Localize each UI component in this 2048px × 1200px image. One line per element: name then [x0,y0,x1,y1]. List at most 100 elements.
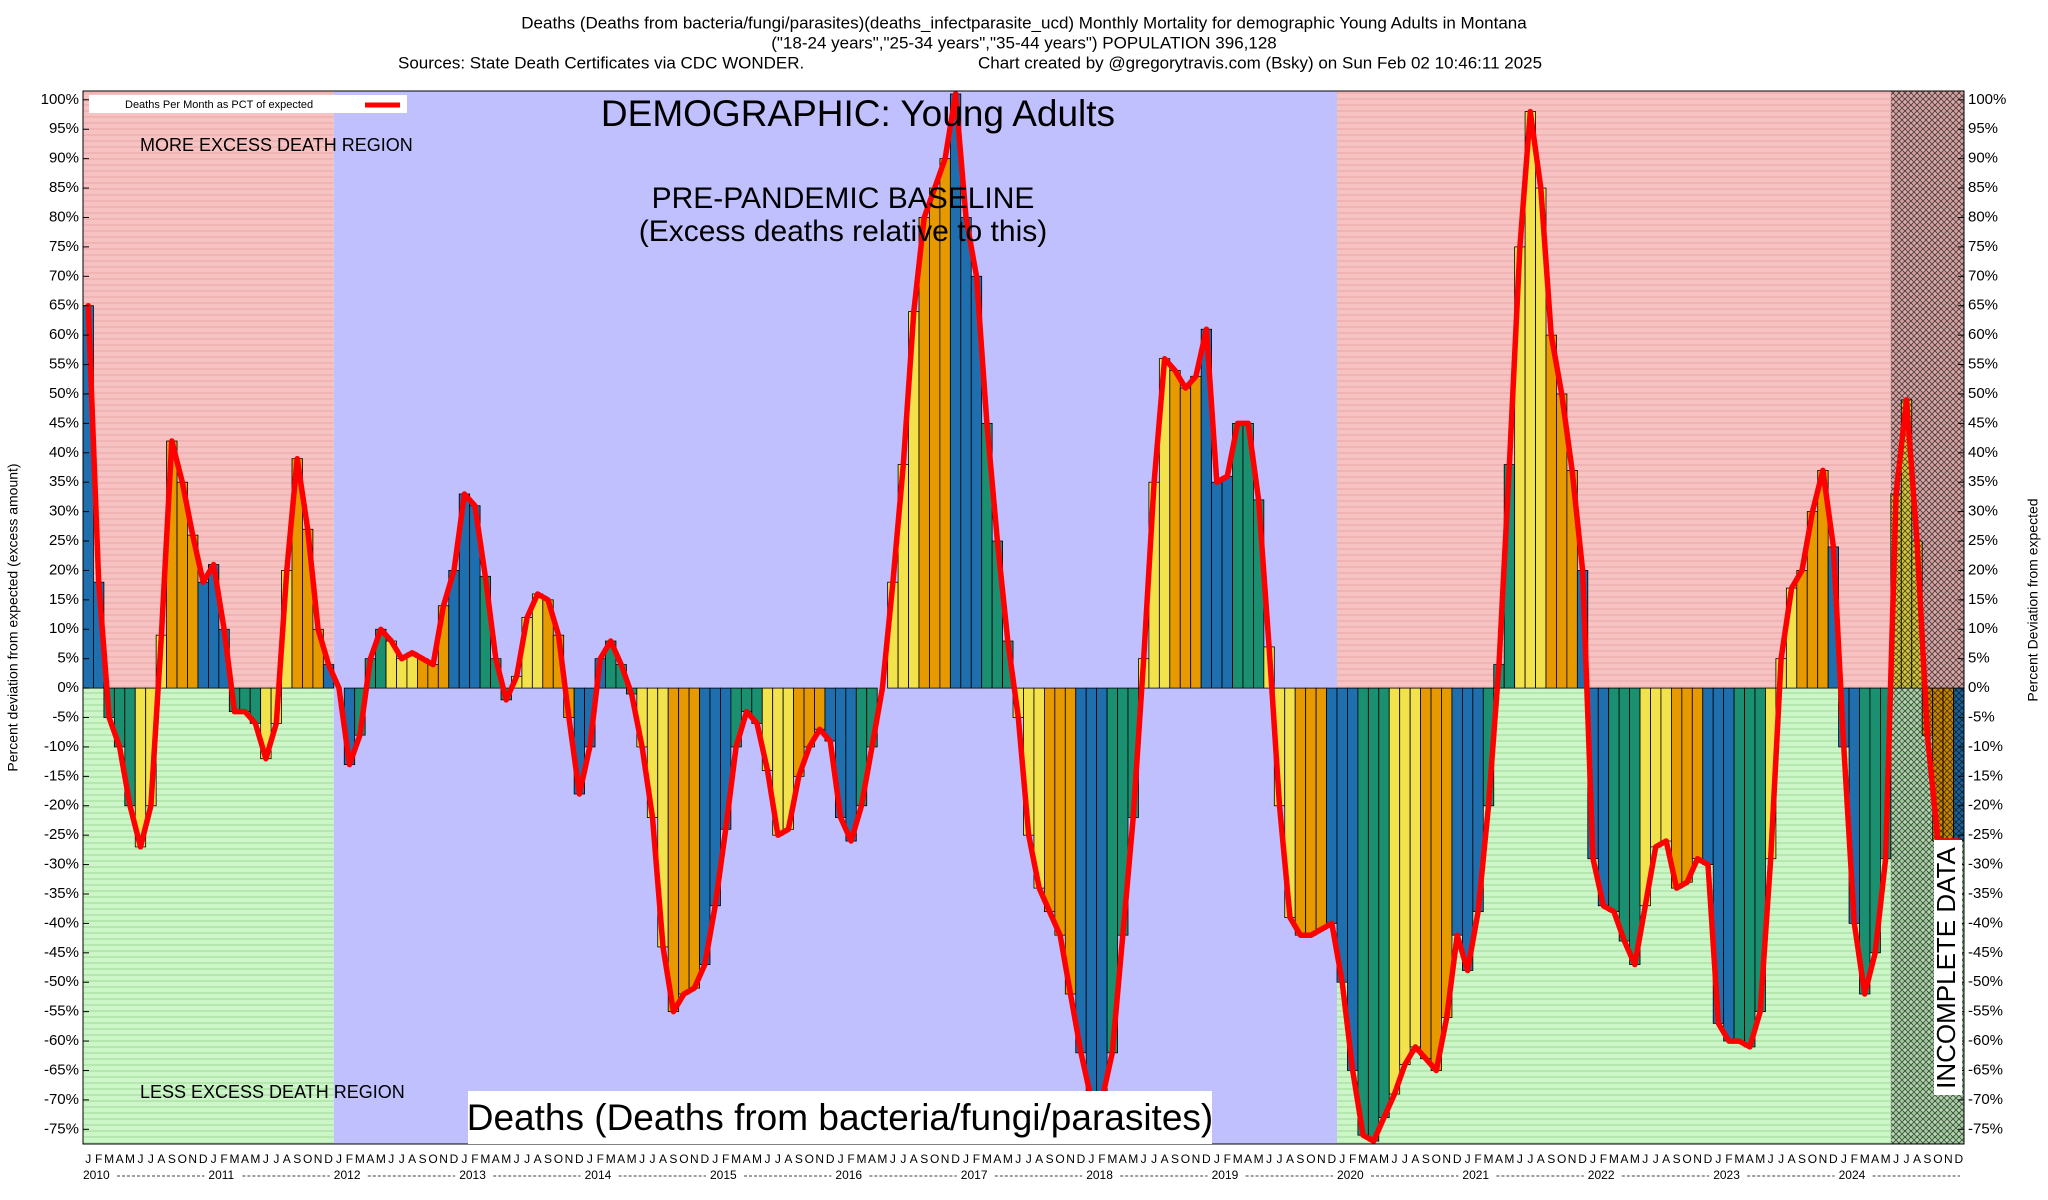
more-region-label: MORE EXCESS DEATH REGION [140,135,413,155]
x-tick-label: S [1296,1152,1304,1166]
y2-tick-label: 70% [1968,267,1998,284]
y-tick-label: -30% [44,856,79,873]
x-tick-label: A [492,1152,500,1166]
bar [1796,570,1808,689]
credit: Chart created by @gregorytravis.com (Bsk… [978,53,1542,72]
y-tick-label: -25% [44,826,79,843]
y-tick-label: 90% [49,150,79,167]
x-tick-label: J [775,1152,781,1166]
y-tick-label: -20% [44,797,79,814]
x-tick-label: N [1192,1152,1201,1166]
y-tick-label: 35% [49,473,79,490]
bar [740,687,753,713]
legend-label: Deaths Per Month as PCT of expected [125,99,313,111]
year-label: 2014 [585,1168,612,1182]
x-tick-label: M [1254,1152,1264,1166]
x-tick-label: M [501,1152,511,1166]
x-tick-label: A [408,1152,416,1166]
y2-tick-label: 20% [1968,561,1998,578]
x-tick-label: M [1630,1152,1640,1166]
x-tick-label: D [826,1152,835,1166]
x-tick-label: N [1819,1152,1828,1166]
y-tick-label: -5% [52,708,79,725]
x-tick-label: J [587,1152,593,1166]
bar [1326,687,1338,924]
x-tick-label: O [1181,1152,1190,1166]
y2-tick-label: -50% [1968,973,2003,990]
year-label: 2018 [1086,1168,1113,1182]
bar [1044,687,1056,913]
bar [427,664,439,689]
x-tick-label: M [752,1152,762,1166]
x-tick-label: N [690,1152,699,1166]
x-tick-label: M [1379,1152,1389,1166]
x-tick-label: S [293,1152,301,1166]
x-tick-label: A [1620,1152,1628,1166]
bar [1430,687,1442,1071]
y2-tick-label: -10% [1968,738,2003,755]
x-tick-label: O [303,1152,312,1166]
year-label: 2011 [208,1168,234,1182]
bar [845,687,857,842]
x-tick-label: A [743,1152,751,1166]
x-tick-label: F [1349,1152,1356,1166]
x-tick-label: S [920,1152,928,1166]
y2-tick-label: -65% [1968,1061,2003,1078]
y2-tick-label: 40% [1968,444,1998,461]
x-tick-label: M [1755,1152,1765,1166]
x-tick-label: A [157,1152,165,1166]
x-tick-label: S [1046,1152,1054,1166]
bar [1859,687,1871,995]
y2-tick-label: -20% [1968,797,2003,814]
y-tick-label: 80% [49,208,79,225]
x-tick-label: O [428,1152,437,1166]
bar [1733,687,1745,1042]
y-tick-label: 20% [49,561,79,578]
year-label: 2010 [83,1168,110,1182]
x-tick-label: M [606,1152,616,1166]
x-tick-label: J [336,1152,342,1166]
x-tick-label: J [524,1152,530,1166]
x-tick-label: D [324,1152,333,1166]
x-tick-label: O [1557,1152,1566,1166]
x-tick-label: J [838,1152,844,1166]
y2-tick-label: -55% [1968,1003,2003,1020]
x-tick-label: F [346,1152,353,1166]
x-tick-label: M [480,1152,490,1166]
x-tick-label: N [1442,1152,1451,1166]
y2-tick-label: 5% [1968,650,1990,667]
year-label: 2023 [1713,1168,1740,1182]
y-tick-label: 65% [49,297,79,314]
year-label: 2015 [710,1168,737,1182]
x-tick-label: D [700,1152,709,1166]
bar [1315,687,1327,930]
bar [1388,687,1401,1095]
x-tick-label: J [890,1152,896,1166]
x-tick-label: O [1055,1152,1064,1166]
bar [1305,687,1317,936]
x-tick-label: S [1547,1152,1555,1166]
chart-subtitle: ("18-24 years","25-34 years","35-44 year… [771,33,1277,52]
x-tick-label: S [1673,1152,1681,1166]
y2-tick-label: 50% [1968,385,1998,402]
x-tick-label: N [565,1152,574,1166]
bar [1211,481,1223,689]
x-tick-label: J [1715,1152,1721,1166]
year-label: 2012 [334,1168,361,1182]
y2-tick-label: -15% [1968,767,2003,784]
x-tick-label: F [1725,1152,1732,1166]
y2-tick-label: -75% [1968,1120,2003,1137]
x-tick-label: J [263,1152,269,1166]
x-tick-label: A [617,1152,625,1166]
x-tick-label: J [963,1152,969,1166]
x-tick-label: O [1808,1152,1817,1166]
x-tick-label: F [1474,1152,1481,1166]
x-tick-label: D [1327,1152,1336,1166]
x-tick-label: J [1653,1152,1659,1166]
x-tick-label: D [1704,1152,1713,1166]
chart-title: Deaths (Deaths from bacteria/fungi/paras… [521,13,1527,32]
y2-tick-label: -35% [1968,885,2003,902]
bar [1054,687,1066,936]
x-tick-label: D [450,1152,459,1166]
x-tick-label: J [1339,1152,1345,1166]
